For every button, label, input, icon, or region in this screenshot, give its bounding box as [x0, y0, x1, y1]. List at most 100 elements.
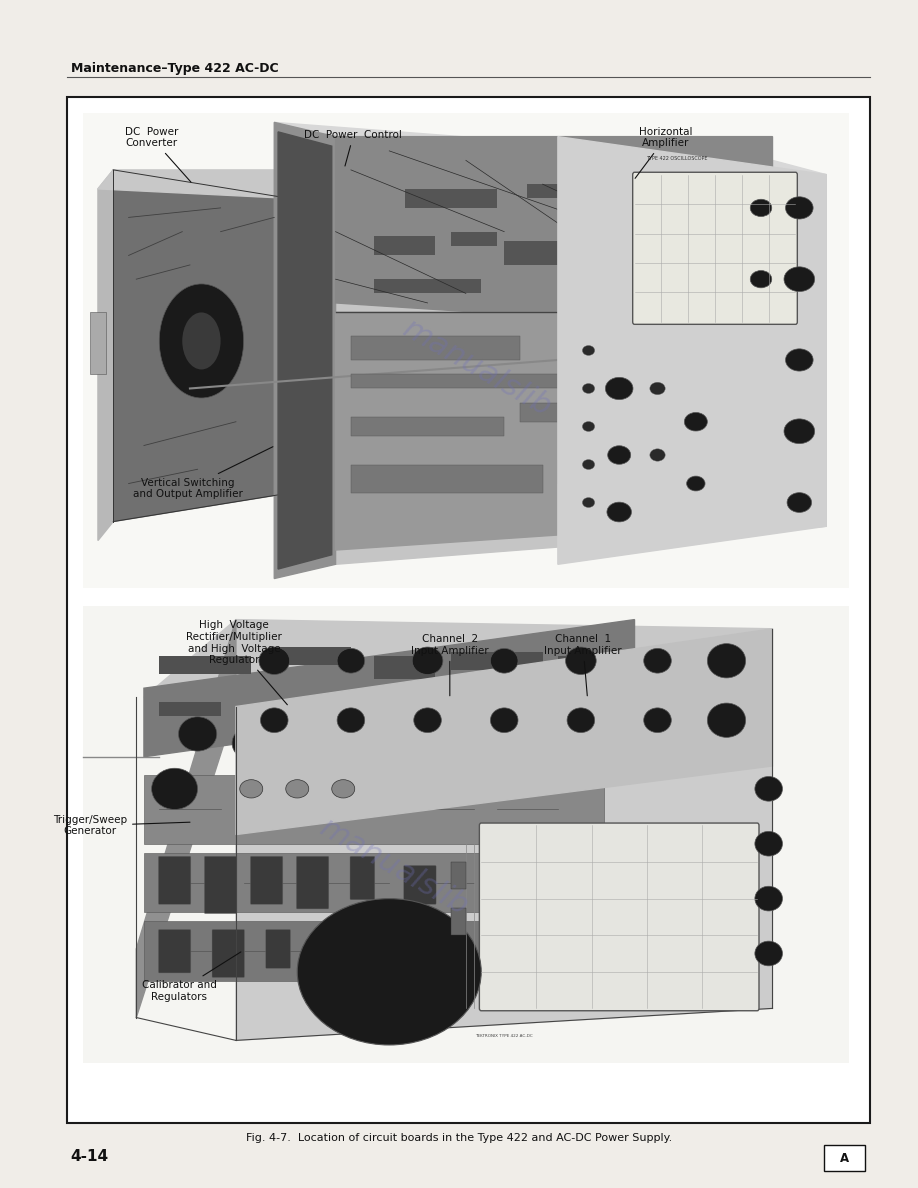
Text: Channel  1
Input Amplifier: Channel 1 Input Amplifier	[544, 634, 621, 696]
Ellipse shape	[755, 832, 782, 857]
FancyBboxPatch shape	[160, 656, 252, 675]
FancyBboxPatch shape	[351, 336, 520, 360]
Text: High  Voltage
Rectifier/Multiplier
and High  Voltage
Regulator: High Voltage Rectifier/Multiplier and Hi…	[186, 620, 287, 704]
Ellipse shape	[755, 886, 782, 911]
FancyBboxPatch shape	[351, 374, 581, 388]
FancyBboxPatch shape	[144, 853, 604, 912]
FancyBboxPatch shape	[83, 606, 849, 1063]
Ellipse shape	[490, 708, 518, 733]
Ellipse shape	[582, 422, 595, 431]
Ellipse shape	[412, 647, 442, 675]
Polygon shape	[144, 620, 773, 707]
Text: Calibrator and
Regulators: Calibrator and Regulators	[141, 952, 241, 1001]
Text: TEKTRONIX TYPE 422 AC-DC: TEKTRONIX TYPE 422 AC-DC	[476, 1034, 533, 1038]
Ellipse shape	[684, 412, 708, 431]
Ellipse shape	[582, 346, 595, 355]
Polygon shape	[113, 170, 289, 522]
Ellipse shape	[755, 941, 782, 966]
Ellipse shape	[337, 708, 364, 733]
FancyBboxPatch shape	[265, 929, 290, 968]
Polygon shape	[98, 170, 289, 198]
Text: Horizontal
Amplifier: Horizontal Amplifier	[635, 127, 692, 178]
FancyBboxPatch shape	[596, 217, 650, 236]
Ellipse shape	[755, 777, 782, 801]
Ellipse shape	[750, 200, 772, 216]
Ellipse shape	[567, 708, 595, 733]
Ellipse shape	[232, 726, 271, 760]
Text: Fig. 4-7.  Location of circuit boards in the Type 422 and AC-DC Power Supply.: Fig. 4-7. Location of circuit boards in …	[246, 1133, 672, 1143]
FancyBboxPatch shape	[236, 707, 312, 725]
Text: manualslib: manualslib	[315, 813, 475, 922]
Polygon shape	[236, 628, 773, 1041]
Polygon shape	[274, 122, 336, 579]
Ellipse shape	[252, 779, 296, 817]
Ellipse shape	[787, 493, 812, 512]
Polygon shape	[98, 170, 113, 541]
Ellipse shape	[178, 716, 217, 751]
Ellipse shape	[582, 460, 595, 469]
FancyBboxPatch shape	[527, 184, 588, 198]
FancyBboxPatch shape	[520, 403, 711, 422]
Polygon shape	[274, 122, 826, 175]
Polygon shape	[336, 312, 757, 550]
Polygon shape	[136, 620, 236, 1017]
FancyBboxPatch shape	[404, 865, 436, 904]
FancyBboxPatch shape	[160, 702, 220, 715]
Ellipse shape	[337, 649, 364, 674]
Ellipse shape	[582, 498, 595, 507]
Ellipse shape	[490, 649, 518, 674]
FancyBboxPatch shape	[405, 189, 497, 208]
Polygon shape	[236, 628, 773, 834]
FancyBboxPatch shape	[274, 647, 351, 665]
Text: Maintenance–Type 422 AC-DC: Maintenance–Type 422 AC-DC	[71, 62, 278, 75]
Ellipse shape	[414, 708, 442, 733]
Ellipse shape	[650, 383, 666, 394]
FancyBboxPatch shape	[159, 857, 191, 904]
FancyBboxPatch shape	[144, 775, 604, 843]
FancyBboxPatch shape	[67, 97, 870, 1123]
FancyBboxPatch shape	[251, 857, 283, 904]
Ellipse shape	[784, 419, 814, 443]
Ellipse shape	[608, 446, 631, 465]
Ellipse shape	[708, 644, 745, 678]
Polygon shape	[336, 137, 773, 331]
FancyBboxPatch shape	[479, 823, 759, 1011]
Text: 4-14: 4-14	[71, 1149, 109, 1164]
Ellipse shape	[687, 476, 705, 491]
FancyBboxPatch shape	[351, 465, 543, 493]
Ellipse shape	[151, 769, 197, 809]
FancyBboxPatch shape	[558, 656, 620, 675]
Text: A: A	[840, 1152, 849, 1164]
FancyBboxPatch shape	[633, 172, 798, 324]
FancyBboxPatch shape	[558, 460, 711, 484]
Ellipse shape	[750, 271, 772, 287]
Polygon shape	[144, 620, 634, 757]
Ellipse shape	[607, 503, 632, 522]
FancyBboxPatch shape	[159, 929, 191, 973]
FancyBboxPatch shape	[319, 929, 352, 973]
Ellipse shape	[784, 267, 814, 291]
Text: Trigger/Sweep
Generator: Trigger/Sweep Generator	[53, 815, 190, 836]
Ellipse shape	[644, 708, 671, 733]
Ellipse shape	[183, 312, 220, 369]
FancyBboxPatch shape	[374, 279, 481, 293]
FancyBboxPatch shape	[351, 417, 504, 436]
Ellipse shape	[259, 647, 289, 675]
FancyBboxPatch shape	[212, 929, 244, 978]
FancyBboxPatch shape	[451, 862, 466, 890]
Ellipse shape	[582, 384, 595, 393]
Ellipse shape	[296, 714, 330, 745]
FancyBboxPatch shape	[451, 651, 543, 670]
FancyBboxPatch shape	[451, 232, 497, 246]
FancyBboxPatch shape	[634, 198, 703, 217]
Polygon shape	[336, 137, 826, 564]
Polygon shape	[278, 132, 331, 569]
FancyBboxPatch shape	[824, 1145, 865, 1171]
Text: TYPE 422 OSCILLOSCOPE: TYPE 422 OSCILLOSCOPE	[646, 156, 708, 160]
Ellipse shape	[565, 647, 596, 675]
FancyBboxPatch shape	[336, 697, 428, 712]
FancyBboxPatch shape	[297, 857, 329, 909]
Polygon shape	[558, 137, 826, 564]
FancyBboxPatch shape	[504, 241, 581, 265]
Ellipse shape	[285, 779, 308, 798]
